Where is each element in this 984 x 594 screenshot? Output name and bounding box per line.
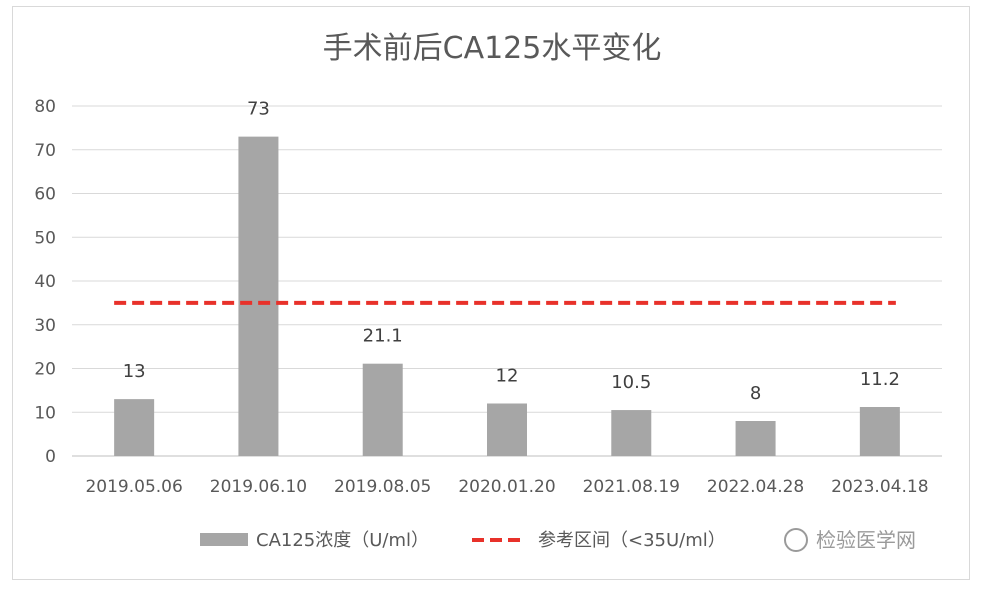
data-label: 11.2 [860,369,900,390]
bar [735,421,776,456]
y-tick-label: 80 [34,97,56,117]
chart-title: 手术前后CA125水平变化 [323,31,662,66]
y-tick-label: 0 [45,447,56,467]
data-label: 13 [123,361,146,382]
watermark-text: 检验医学网 [816,528,916,552]
wechat-icon [784,528,808,552]
bar [859,407,900,456]
gridlines [72,105,942,457]
y-tick-label: 40 [34,272,56,292]
x-tick-label: 2019.05.06 [85,477,182,497]
data-label: 10.5 [611,372,651,393]
data-labels: 13 73 21.1 12 10.5 8 11.2 [123,99,900,404]
bar [487,403,527,456]
bar [611,410,652,456]
x-axis-labels: 2019.05.06 2019.06.10 2019.08.05 2020.01.20… [85,477,928,497]
bar [114,399,155,456]
data-label: 12 [496,366,519,387]
y-axis-ticks: 0 10 20 30 40 50 60 70 80 [34,97,56,467]
x-tick-label: 2022.04.28 [707,477,804,497]
x-tick-label: 2020.01.20 [458,477,555,497]
watermark: 检验医学网 [784,528,916,552]
x-tick-label: 2023.04.18 [831,477,928,497]
x-tick-label: 2021.08.19 [583,477,680,497]
chart-frame [12,6,970,580]
y-tick-label: 20 [34,360,56,380]
data-label: 73 [247,99,270,120]
bar [362,363,403,456]
y-tick-label: 60 [34,185,56,205]
data-label: 21.1 [363,326,403,347]
x-tick-label: 2019.06.10 [210,477,307,497]
y-tick-label: 30 [34,316,56,336]
legend-label-line: 参考区间（<35U/ml） [538,530,726,551]
legend: CA125浓度（U/ml） 参考区间（<35U/ml） [200,530,726,551]
legend-swatch-bar [200,533,248,546]
bar [238,136,279,456]
y-tick-label: 50 [34,228,56,248]
bars [114,136,900,456]
x-tick-label: 2019.08.05 [334,477,431,497]
data-label: 8 [750,383,761,404]
legend-label-bar: CA125浓度（U/ml） [256,530,429,551]
y-tick-label: 10 [34,403,56,423]
y-tick-label: 70 [34,141,56,161]
